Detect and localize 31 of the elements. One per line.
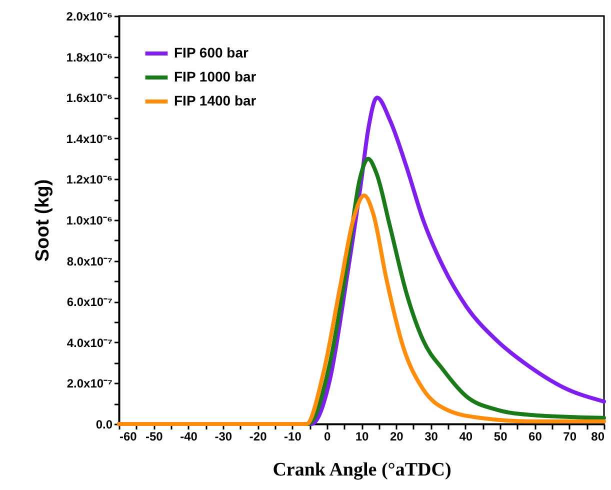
y-tick-label: 6.0x10⁻⁷ [66, 295, 113, 310]
y-tick-label: 4.0x10⁻⁷ [66, 336, 113, 350]
y-tick-label: 1.0x10⁻⁶ [66, 214, 112, 228]
y-tick-label: 1.8x10⁻⁶ [66, 50, 112, 64]
x-tick-label: 80 [591, 430, 605, 444]
x-axis-title: Crank Angle (°aTDC) [272, 460, 452, 480]
y-tick-label: 2.0x10⁻⁶ [66, 10, 112, 24]
y-tick-label: 2.0x10⁻⁷ [66, 376, 113, 391]
legend-label: FIP 600 bar [174, 44, 249, 60]
x-tick-label: 40 [459, 430, 473, 444]
x-tick-label: 20 [390, 430, 404, 444]
legend-label: FIP 1400 bar [174, 92, 257, 108]
legend-label: FIP 1000 bar [174, 68, 257, 84]
x-tick-label: 0 [324, 430, 332, 444]
x-tick-label: 30 [424, 430, 438, 444]
x-tick-label: 50 [494, 430, 508, 444]
x-tick-label: 70 [563, 430, 577, 444]
x-tick-label: -50 [145, 430, 164, 444]
y-tick-label: 1.4x10⁻⁶ [66, 132, 112, 146]
x-tick-label: -20 [249, 430, 268, 444]
x-tick-label: -60 [120, 430, 138, 444]
x-tick-label: 60 [528, 430, 542, 444]
y-tick-label: 0.0 [96, 418, 113, 432]
x-tick-label: -40 [180, 430, 198, 444]
y-tick-label: 8.0x10⁻⁷ [66, 254, 113, 268]
x-tick-label: -30 [214, 430, 232, 444]
y-tick-label: 1.2x10⁻⁶ [66, 172, 112, 187]
x-tick-label: -10 [284, 430, 302, 444]
y-tick-label: 1.6x10⁻⁶ [66, 91, 112, 106]
y-axis-title: Soot (kg) [32, 179, 54, 262]
x-tick-label: 10 [355, 430, 369, 444]
